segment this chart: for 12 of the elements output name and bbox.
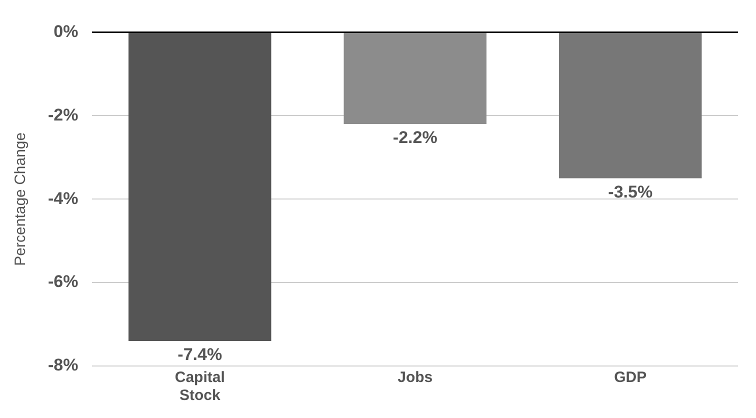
x-tick-label: Capital Stock (174, 369, 225, 404)
y-tick-label: 0% (54, 22, 78, 41)
x-tick-label: Jobs (398, 369, 433, 386)
y-tick-label: -2% (48, 105, 78, 124)
data-label: -3.5% (608, 182, 653, 202)
data-label: -7.4% (178, 345, 222, 364)
y-tick-label: -8% (48, 356, 78, 375)
x-tick-label: GDP (614, 369, 647, 386)
y-axis-title: Percentage Change (12, 132, 30, 266)
data-label: -2.2% (392, 128, 438, 148)
y-tick-label: -4% (48, 188, 78, 208)
y-tick-label: -6% (48, 272, 78, 292)
